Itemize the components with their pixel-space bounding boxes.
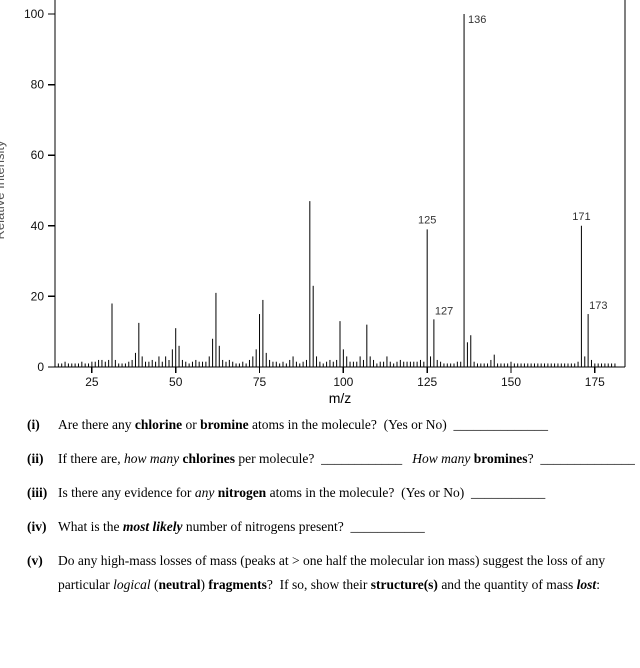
question-text-segment: Are there any — [58, 417, 135, 432]
question-text-segment: neutral — [158, 577, 201, 592]
x-tick-label: 50 — [169, 375, 183, 389]
question-text-segment: or — [182, 417, 201, 432]
question-text-segment: atoms in the molecule? (Yes or No) — [248, 417, 454, 432]
question-text-segment: per molecule? — [234, 451, 322, 466]
answer-blank: ___________ — [350, 519, 425, 534]
peak-labels: 136 125 127 171 173 — [418, 14, 607, 317]
answer-blank: ____________ — [321, 451, 403, 466]
question-number: (v) — [27, 553, 43, 568]
peak-label: 125 — [418, 214, 436, 226]
question-text-segment: structure(s) — [370, 577, 438, 592]
peak-label: 173 — [589, 300, 607, 312]
question-text-segment: : — [596, 577, 600, 592]
answer-blank: ______________ — [453, 417, 548, 432]
questions-section: (i) Are there any chlorine or bromine ato… — [27, 416, 640, 614]
question-text-segment: ? — [527, 451, 541, 466]
question-text: What is the most likely number of nitrog… — [58, 518, 640, 535]
question-number: (i) — [27, 417, 40, 432]
question-text-segment: nitrogen — [217, 485, 267, 500]
question-v: (v) Do any high-mass losses of mass (peak… — [27, 552, 640, 597]
answer-blank: ______________ — [540, 451, 635, 466]
question-i: (i) Are there any chlorine or bromine ato… — [27, 416, 640, 433]
question-text: Are there any chlorine or bromine atoms … — [58, 416, 640, 433]
question-text: If there are, how many chlorines per mol… — [58, 450, 640, 467]
question-text-segment: How many — [412, 451, 471, 466]
y-axis: 0 20 40 60 80 100 — [24, 7, 55, 374]
question-text-segment: and the quantity of mass — [437, 577, 577, 592]
question-text-segment: ( — [150, 577, 159, 592]
y-axis-title: Relative Intensity — [0, 140, 7, 239]
question-text-segment: number of nitrogens present? — [182, 519, 351, 534]
question-text-segment: bromines — [473, 451, 528, 466]
x-tick-label: 150 — [501, 375, 521, 389]
question-iii: (iii) Is there any evidence for any nitro… — [27, 484, 640, 501]
question-text-segment — [402, 451, 412, 466]
peak-label: 136 — [468, 14, 486, 26]
y-tick-label: 40 — [31, 219, 45, 233]
question-text-segment: Is there any evidence for — [58, 485, 195, 500]
x-axis: 25 50 75 100 125 150 175 — [85, 367, 605, 389]
question-text-segment: most likely — [122, 519, 183, 534]
x-tick-label: 75 — [253, 375, 267, 389]
peak-label: 127 — [435, 305, 453, 317]
peak-label: 171 — [572, 211, 590, 223]
question-text-segment: chlorine — [134, 417, 183, 432]
question-number: (iii) — [27, 485, 48, 500]
question-text: Do any high-mass losses of mass (peaks a… — [58, 552, 640, 597]
x-tick-label: 125 — [417, 375, 437, 389]
axes-frame — [54, 0, 626, 368]
x-tick-label: 100 — [333, 375, 353, 389]
y-tick-label: 80 — [31, 78, 45, 92]
question-text-segment: atoms in the molecule? (Yes or No) — [266, 485, 472, 500]
y-tick-label: 100 — [24, 7, 44, 21]
mass-spectrum-chart: 0 20 40 60 80 100 25 50 75 100 125 150 175 136 125 127 1… — [0, 0, 626, 406]
question-number: (iv) — [27, 519, 47, 534]
question-text-segment: any — [194, 485, 215, 500]
x-tick-label: 25 — [85, 375, 99, 389]
question-text-segment: If there are, — [58, 451, 124, 466]
question-text-segment: logical — [113, 577, 151, 592]
y-tick-label: 20 — [31, 289, 45, 303]
question-text-segment: What is the — [58, 519, 123, 534]
question-text-segment: lost — [576, 577, 597, 592]
question-text: Is there any evidence for any nitrogen a… — [58, 484, 640, 501]
question-text-segment: Do any high-mass losses of mass (peaks a… — [58, 553, 609, 592]
mass-peaks — [57, 14, 616, 367]
question-text-segment: bromine — [200, 417, 249, 432]
question-text-segment: ) — [200, 577, 209, 592]
question-text-segment: how many — [123, 451, 180, 466]
y-tick-label: 60 — [31, 148, 45, 162]
question-text-segment: chlorines — [182, 451, 235, 466]
question-text-segment: ? If so, show their — [266, 577, 371, 592]
question-iv: (iv) What is the most likely number of ni… — [27, 518, 640, 535]
question-number: (ii) — [27, 451, 44, 466]
answer-blank: ___________ — [471, 485, 546, 500]
question-text-segment: fragments — [208, 577, 267, 592]
question-ii: (ii) If there are, how many chlorines per… — [27, 450, 640, 467]
y-tick-label: 0 — [37, 360, 44, 374]
x-tick-label: 175 — [585, 375, 605, 389]
x-axis-title: m/z — [329, 390, 352, 406]
